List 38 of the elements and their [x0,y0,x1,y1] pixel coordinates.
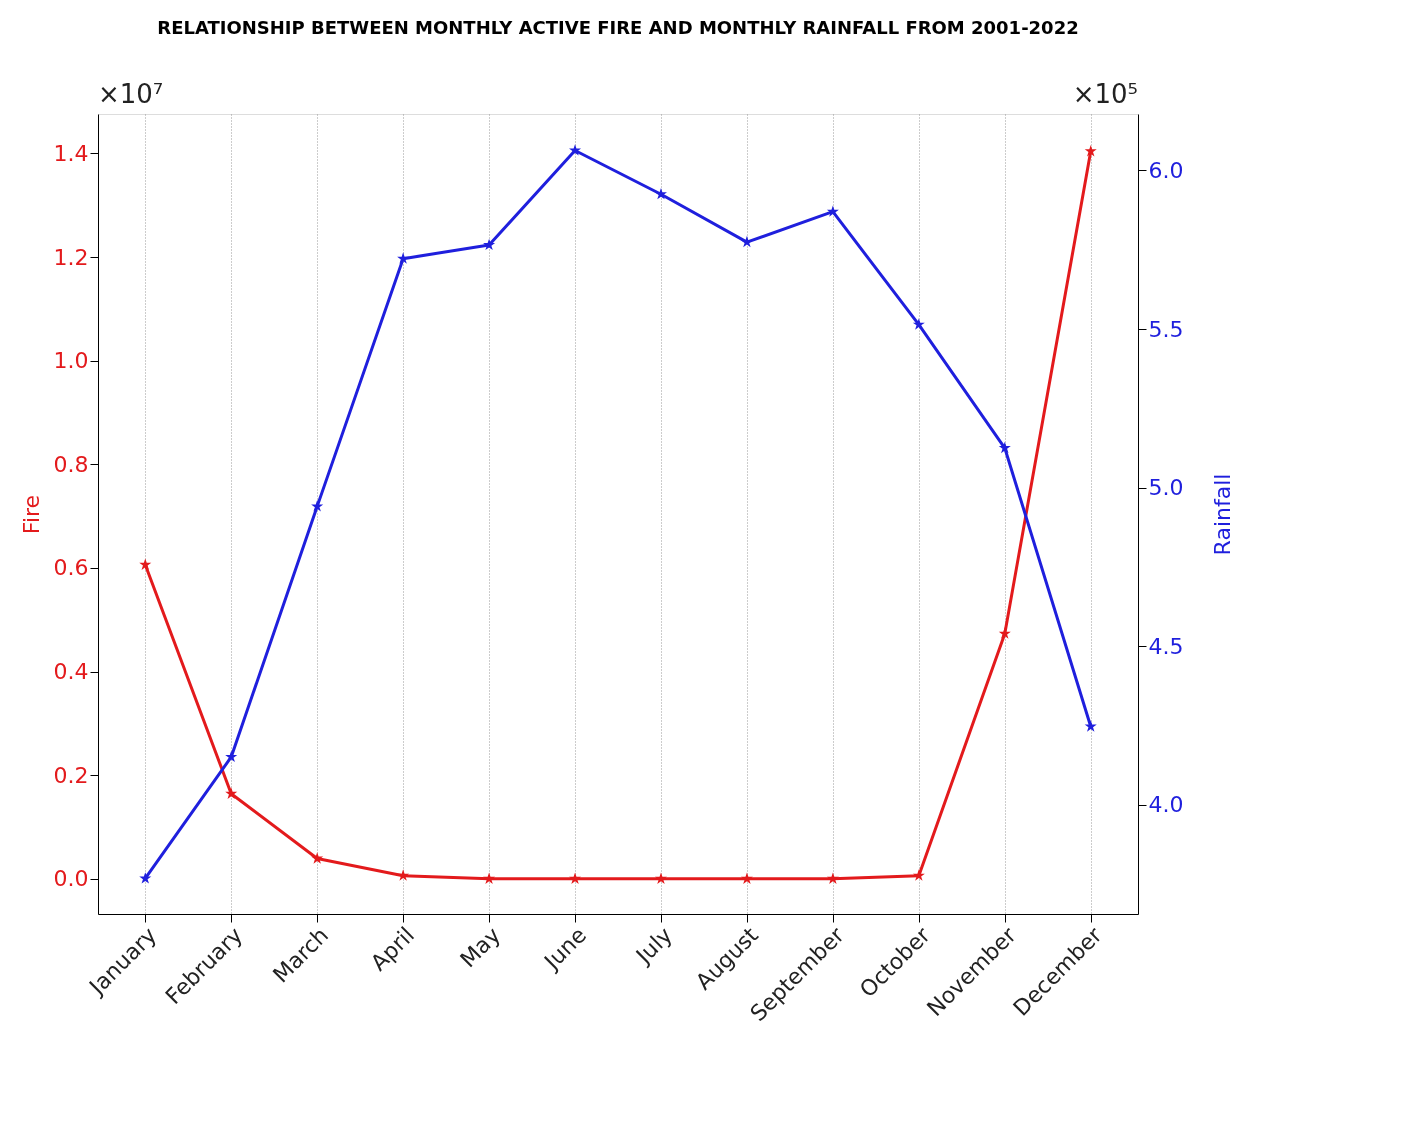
y-tick-label: 0.6 [53,555,89,581]
y-axis-title: Fire [18,494,44,535]
point [740,872,753,884]
point [998,441,1011,454]
point [1084,144,1097,157]
y2-tick-label: 4.0 [1148,792,1184,818]
point [654,872,667,884]
point [225,750,238,763]
y-tick-label: 1.0 [53,348,89,374]
point [826,872,839,884]
text: ×10⁵ [1072,79,1138,109]
y2-tick-label: 4.5 [1148,633,1184,659]
point [225,787,238,799]
point [139,558,152,570]
text: ×10⁷ [98,79,164,109]
y-tick-label: 1.4 [53,140,89,166]
y2-tick-label: 5.5 [1148,316,1184,342]
y-tick-label: 0.2 [53,762,89,788]
point [826,205,839,217]
y-tick-label: 1.2 [53,244,89,270]
point [483,872,496,884]
y-tick-label: 0.8 [53,451,89,477]
point [397,869,410,881]
point [998,627,1011,639]
point [483,238,496,251]
chart-title: RELATIONSHIP BETWEEN MONTHLY ACTIVE FIRE AND MONTHLY RAINFALL FROM 2001-2022 [157,17,1079,38]
y-tick-label: 0.0 [53,866,89,892]
point [311,852,324,864]
point [569,872,582,884]
point [912,869,925,881]
y2-tick-label: 6.0 [1148,157,1184,183]
y2-axis-title: Rainfall [1210,473,1236,556]
point [912,318,925,330]
y-tick-label: 0.4 [53,659,89,685]
point [1084,720,1097,732]
y2-tick-label: 5.0 [1148,475,1184,501]
point [311,500,324,512]
point [397,252,410,264]
